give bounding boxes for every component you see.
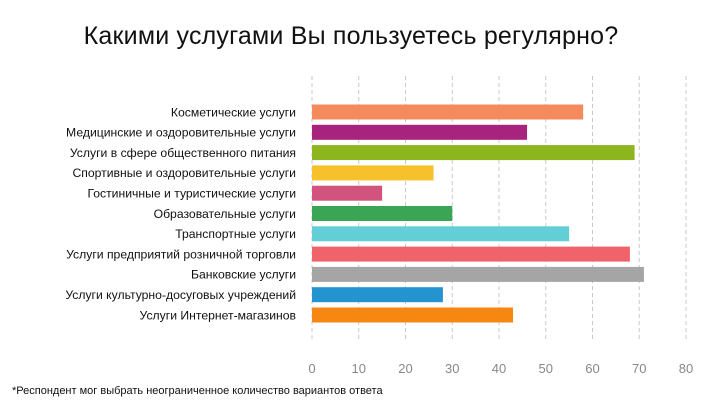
x-tick-label-0: 0 [308, 361, 315, 376]
x-tick-label-70: 70 [632, 361, 646, 376]
category-label-1: Косметические услуги [171, 105, 296, 119]
bar-9 [312, 266, 644, 282]
x-tick-label-60: 60 [585, 361, 599, 376]
category-label-8: Услуги предприятий розничной торговли [66, 247, 296, 261]
bar-3 [312, 145, 635, 161]
bar-5 [312, 185, 383, 201]
category-label-3: Услуги в сфере общественного питания [70, 146, 296, 160]
category-label-9: Банковские услуги [191, 268, 296, 282]
bar-6 [312, 206, 453, 221]
category-label-4: Спортивные и оздоровительные услуги [72, 166, 296, 180]
bar-4 [312, 165, 434, 181]
x-tick-label-20: 20 [398, 361, 412, 376]
x-tick-label-40: 40 [492, 361, 506, 376]
category-label-2: Медицинские и оздоровительные услуги [66, 126, 296, 140]
category-label-7: Транспортные услуги [175, 227, 296, 241]
bar-10 [312, 287, 443, 303]
bar-8 [312, 246, 630, 262]
category-label-10: Услуги культурно-досуговых учреждений [65, 288, 296, 302]
bar-11 [312, 307, 514, 323]
x-tick-label-50: 50 [539, 361, 553, 376]
bar-2 [312, 124, 528, 140]
bar-1 [312, 104, 584, 120]
category-label-6: Образовательные услуги [154, 207, 296, 221]
x-tick-label-30: 30 [445, 361, 459, 376]
x-tick-label-80: 80 [679, 361, 693, 376]
chart-title: Какими услугами Вы пользуетесь регулярно… [83, 22, 619, 50]
category-label-5: Гостиничные и туристические услуги [87, 187, 296, 201]
bar-7 [312, 226, 570, 242]
x-tick-label-10: 10 [352, 361, 366, 376]
category-label-11: Услуги Интернет-магазинов [140, 308, 296, 322]
footnote: *Респондент мог выбрать неограниченное к… [12, 385, 383, 397]
